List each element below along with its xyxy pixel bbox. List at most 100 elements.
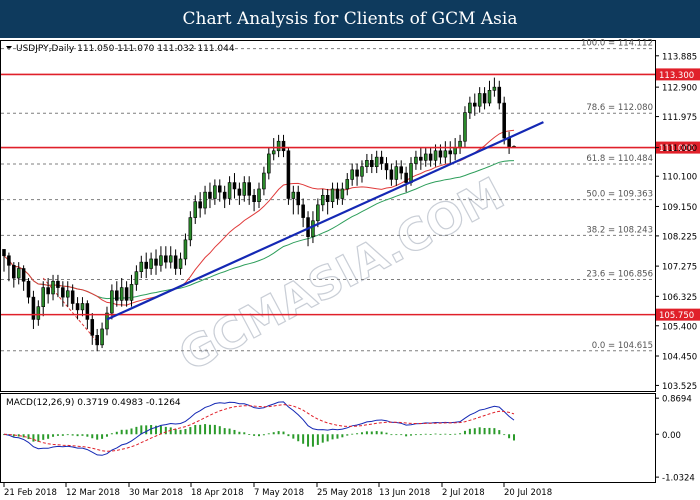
candle: [477, 87, 482, 113]
macd-tick-label: 0.8694: [662, 395, 692, 405]
macd-histogram-bar: [223, 428, 226, 435]
candle: [31, 290, 36, 329]
candle: [227, 176, 232, 205]
candle-body: [119, 287, 124, 301]
candle: [428, 147, 433, 167]
candle: [399, 160, 403, 180]
candle: [242, 176, 247, 202]
candle: [379, 150, 384, 170]
macd-histogram-bar: [91, 434, 94, 439]
candle-body: [95, 335, 99, 346]
candle: [296, 185, 301, 215]
macd-histogram-bar: [351, 433, 354, 435]
y-tick-label: 107.275: [662, 263, 697, 273]
candle-body: [237, 188, 242, 196]
macd-histogram-bar: [395, 434, 398, 436]
candle: [271, 138, 276, 161]
x-tick-label: 30 Mar 2018: [129, 488, 183, 498]
key-level-tag: [656, 308, 700, 321]
y-tick-label: 110.100: [662, 173, 697, 183]
candle-body: [389, 169, 394, 180]
macd-histogram-bar: [419, 434, 422, 436]
candle: [497, 80, 502, 110]
y-tick-label: 113.885: [662, 52, 697, 62]
candle: [316, 198, 320, 228]
candle-body: [51, 280, 55, 295]
candle-body: [193, 201, 198, 218]
macd-histogram-bar: [52, 434, 55, 437]
key-level-label: 105.750: [659, 311, 694, 321]
macd-histogram-bar: [424, 433, 427, 435]
candle: [492, 77, 497, 97]
candle-body: [404, 172, 408, 183]
candle-body: [271, 150, 276, 155]
candle-body: [477, 93, 482, 107]
macd-histogram-bar: [307, 434, 310, 447]
candle-body: [438, 150, 443, 158]
x-tick-label: 13 Jun 2018: [379, 488, 430, 498]
macd-histogram-bar: [110, 433, 113, 435]
key-level-tag: [656, 141, 700, 154]
macd-histogram-bar: [311, 434, 314, 447]
candle: [26, 278, 31, 304]
candle: [75, 297, 80, 320]
candle: [389, 163, 394, 186]
macd-histogram-bar: [12, 434, 15, 437]
price-panel-frame: [0, 40, 656, 392]
collapse-arrow-icon[interactable]: [6, 46, 12, 50]
candle: [154, 249, 158, 275]
fib-label: 78.6 = 112.080: [586, 103, 653, 113]
candle-body: [335, 188, 340, 199]
candle: [286, 147, 291, 205]
macd-histogram-bar: [292, 434, 295, 439]
candle-body: [423, 153, 428, 161]
candle: [168, 246, 173, 269]
macd-histogram-bar: [7, 434, 10, 436]
candle-body: [247, 182, 251, 196]
candle: [12, 262, 16, 288]
macd-histogram-bar: [488, 427, 491, 435]
macd-histogram-bar: [228, 428, 231, 435]
candle-body: [222, 191, 227, 199]
macd-histogram-bar: [473, 428, 476, 435]
candle-body: [16, 268, 21, 279]
macd-histogram-bar: [56, 434, 59, 436]
candle-body: [12, 265, 16, 279]
macd-tick-label: -1.0324: [662, 474, 695, 484]
candle-body: [262, 172, 266, 190]
candle: [21, 265, 26, 291]
candle-body: [56, 280, 60, 288]
candle: [41, 281, 46, 317]
candle-body: [497, 86, 502, 104]
candle: [173, 249, 178, 275]
macd-histogram-bar: [155, 425, 158, 435]
candle: [129, 274, 134, 307]
macd-histogram-bar: [336, 434, 339, 439]
candle: [414, 150, 418, 170]
candle-body: [379, 156, 384, 164]
macd-histogram-bar: [189, 427, 192, 435]
candle-body: [340, 188, 345, 199]
candlestick-chart: USDJPY,Daily 111.050 111.070 111.032 111…: [0, 38, 700, 500]
banner-title: Chart Analysis for Clients of GCM Asia: [182, 9, 518, 29]
candle: [115, 281, 119, 307]
macd-histogram-bar: [71, 434, 74, 436]
fib-label: 100.0 = 114.112: [581, 39, 653, 49]
candle: [178, 252, 183, 275]
macd-histogram-bar: [360, 432, 363, 435]
symbol-header: USDJPY,Daily 111.050 111.070 111.032 111…: [16, 44, 235, 54]
macd-histogram-bar: [390, 434, 393, 436]
macd-histogram-bar: [199, 424, 202, 435]
macd-histogram-bar: [238, 431, 241, 435]
macd-histogram-bar: [208, 424, 211, 435]
candle-body: [502, 102, 506, 139]
fib-label: 0.0 = 104.615: [592, 341, 653, 351]
candle-body: [267, 153, 271, 174]
y-tick-label: 105.400: [662, 322, 697, 332]
macd-histogram-bar: [22, 434, 25, 438]
candle-body: [394, 166, 399, 180]
macd-histogram-bar: [508, 434, 511, 439]
candle: [70, 284, 75, 310]
candle-body: [115, 290, 119, 301]
candle: [159, 246, 163, 272]
